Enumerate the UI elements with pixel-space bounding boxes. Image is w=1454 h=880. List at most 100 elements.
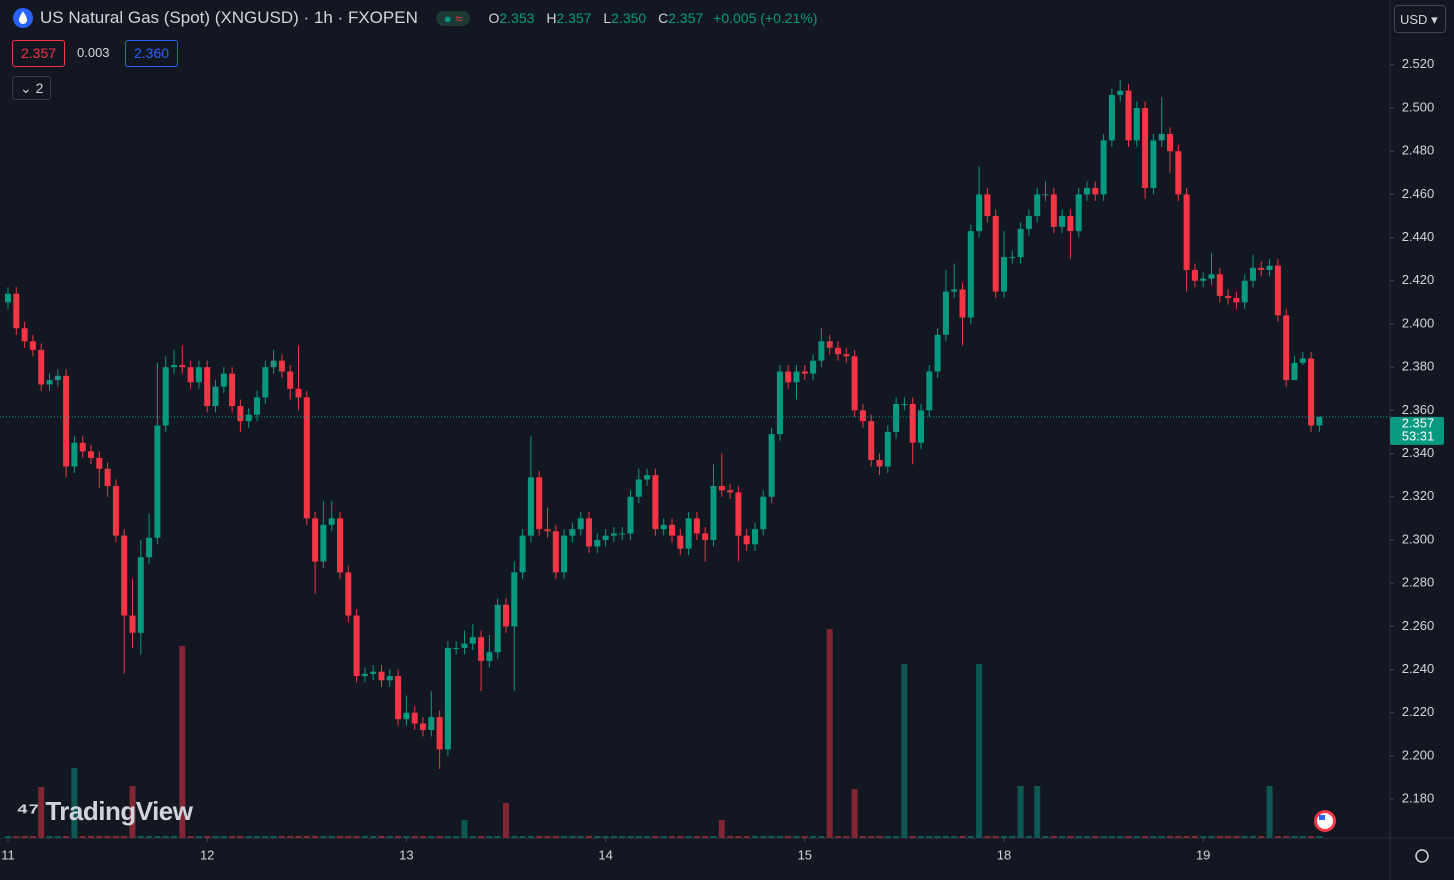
volume-bar — [984, 836, 991, 838]
candle-body — [1225, 295, 1232, 299]
y-tick-label: 2.260 — [1402, 618, 1435, 633]
candle-body — [669, 524, 675, 536]
candle-body — [428, 717, 435, 731]
candle-body — [1034, 194, 1041, 216]
candle-body — [1208, 274, 1215, 279]
candle-body — [569, 529, 576, 536]
volume-bar — [901, 664, 908, 838]
x-tick-label: 12 — [200, 847, 214, 862]
indicators-toggle[interactable]: ⌄ 2 — [12, 76, 52, 100]
candle-body — [718, 485, 725, 491]
volume-bar — [129, 786, 136, 838]
sell-price[interactable]: 2.357 — [12, 40, 66, 67]
market-status[interactable]: ● ≈ — [435, 10, 471, 26]
volume-bar — [735, 836, 742, 838]
candle-body — [776, 371, 783, 435]
candle-body — [411, 712, 418, 724]
candle-body — [204, 367, 211, 407]
volume-bar — [876, 836, 883, 838]
volume-bar — [420, 836, 426, 838]
candle-body — [46, 380, 53, 385]
candle-body — [785, 371, 792, 383]
candle-body — [1108, 95, 1115, 141]
candle-body — [88, 451, 94, 458]
volume-bar — [88, 836, 94, 838]
candle-body — [328, 518, 335, 525]
buy-price[interactable]: 2.360 — [125, 40, 179, 67]
candle-body — [1092, 187, 1099, 195]
candle-body — [511, 572, 518, 627]
volume-bar — [204, 836, 211, 838]
ohlc-key: C — [658, 10, 669, 26]
symbol-icon — [13, 8, 33, 28]
candle-body — [1200, 278, 1207, 281]
volume-bar — [469, 836, 476, 838]
candle-body — [254, 397, 260, 415]
candle-body — [5, 293, 11, 303]
volume-bar — [884, 836, 891, 838]
volume-bar — [453, 836, 460, 838]
candle-body — [1042, 194, 1049, 196]
candle-body — [710, 485, 717, 540]
candle-body — [901, 403, 908, 405]
volume-bar — [669, 836, 675, 838]
candle-body — [594, 539, 601, 547]
volume-bar — [1059, 836, 1066, 838]
candle-body — [1084, 187, 1090, 195]
candle-body — [1241, 280, 1248, 303]
countdown-label: 53:31 — [1402, 428, 1435, 443]
candle-body — [536, 477, 543, 530]
volume-bar — [926, 836, 933, 838]
candle-body — [1017, 228, 1024, 258]
candle-body — [195, 367, 202, 383]
volume-bar — [561, 836, 568, 838]
volume-bar — [21, 836, 28, 838]
volume-bar — [776, 836, 783, 838]
volume-bar — [1084, 836, 1090, 838]
candle-body — [486, 652, 493, 661]
candle-body — [984, 194, 991, 216]
ohlc-key: H — [546, 10, 557, 26]
volume-bar — [760, 836, 767, 838]
candle-body — [1258, 267, 1265, 270]
candle-body — [1125, 90, 1132, 141]
candle-body — [1158, 133, 1165, 141]
volume-bar — [967, 836, 974, 838]
volume-bar — [544, 836, 551, 838]
volume-bar — [162, 836, 169, 838]
candle-body — [337, 518, 343, 573]
volume-bar — [793, 836, 800, 838]
x-tick-label: 18 — [997, 847, 1011, 862]
candle-body — [918, 410, 924, 443]
volume-bar — [1250, 836, 1256, 838]
candle-body — [162, 367, 169, 426]
volume-bar — [494, 836, 501, 838]
candle-body — [677, 535, 684, 549]
volume-bar — [918, 836, 924, 838]
candle-body — [146, 537, 153, 558]
y-tick-label: 2.420 — [1402, 272, 1435, 287]
symbol-title[interactable]: US Natural Gas (Spot) (XNGUSD) · 1h · FX… — [40, 8, 418, 27]
volume-bar — [627, 836, 634, 838]
volume-bar — [428, 836, 435, 838]
volume-bar — [146, 836, 153, 838]
event-flag-canton — [1319, 815, 1325, 820]
ohlc-key: O — [488, 10, 500, 26]
volume-bar — [486, 836, 493, 838]
candle-body — [801, 371, 808, 374]
candle-body — [420, 723, 426, 731]
currency-selector[interactable]: USD ▾ — [1394, 5, 1446, 33]
volume-bar — [1291, 836, 1298, 838]
ohlc-value: 2.357 — [668, 10, 704, 26]
volume-bar — [527, 836, 534, 838]
y-tick-label: 2.360 — [1402, 402, 1435, 417]
y-tick-label: 2.180 — [1402, 791, 1435, 806]
settings-icon[interactable] — [1415, 849, 1429, 863]
candle-body — [652, 475, 659, 530]
spread: 0.003 — [77, 45, 110, 60]
volume-bar — [934, 836, 941, 838]
candle-body — [959, 289, 966, 318]
candle-body — [685, 518, 692, 549]
candle-body — [1050, 194, 1057, 227]
y-tick-label: 2.500 — [1402, 99, 1435, 114]
